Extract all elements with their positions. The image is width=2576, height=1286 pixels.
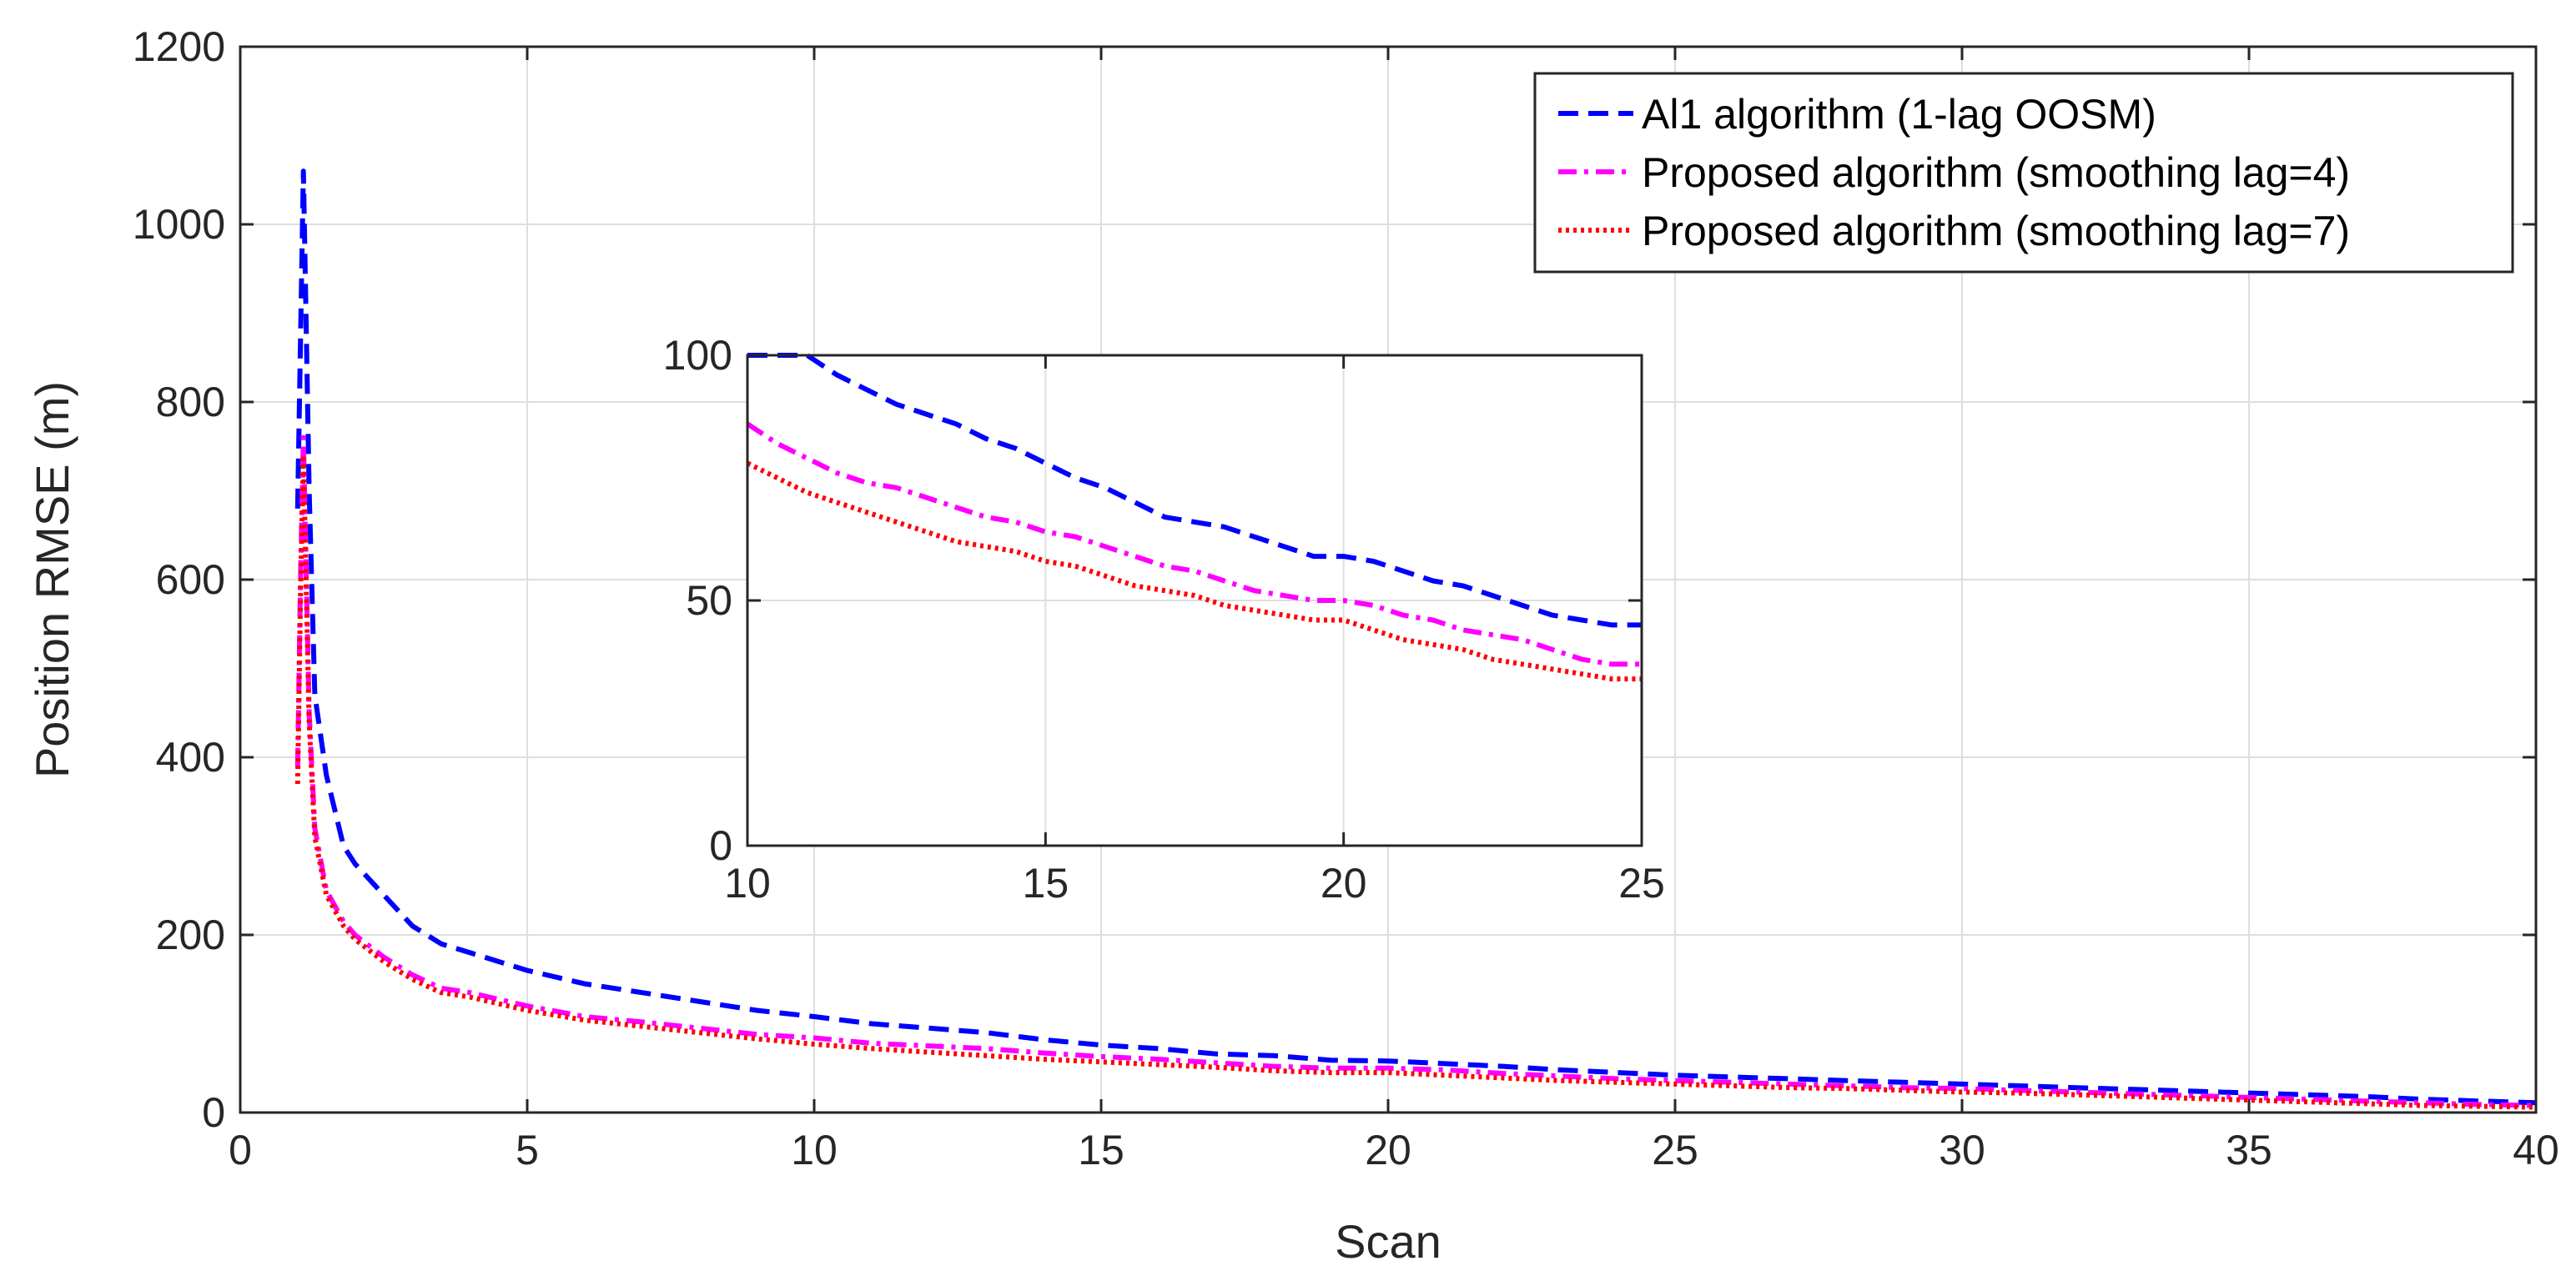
main-x-tick-label: 15 [1078, 1127, 1124, 1173]
main-series-line-lag7 [294, 452, 2537, 1110]
inset-plot: 10 15 20 25 0 50 100 [663, 332, 1665, 907]
main-series-line-lag4 [294, 435, 2537, 1108]
main-x-tick-label: 35 [2226, 1127, 2272, 1173]
main-y-tick-label: 0 [202, 1089, 225, 1136]
inset-ticks: 10 15 20 25 0 50 100 [663, 332, 1665, 907]
main-x-tick-label: 30 [1939, 1127, 1985, 1173]
main-x-tick-label: 5 [516, 1127, 539, 1173]
y-axis-label: Position RMSE (m) [26, 381, 78, 778]
main-y-tick-label: 1200 [133, 23, 225, 70]
legend-label-lag7: Proposed algorithm (smoothing lag=7) [1642, 208, 2350, 254]
legend: Al1 algorithm (1-lag OOSM) Proposed algo… [1533, 72, 2514, 274]
inset-x-tick-label: 10 [724, 860, 771, 907]
inset-series-line-lag4 [746, 421, 1642, 667]
inset-y-tick-label: 50 [686, 577, 732, 624]
x-axis-label: Scan [1335, 1215, 1441, 1268]
inset-x-tick-label: 20 [1321, 860, 1367, 907]
main-x-tick-label: 25 [1652, 1127, 1698, 1173]
main-x-tick-label: 40 [2513, 1127, 2559, 1173]
legend-box [1533, 72, 2514, 274]
main-series-group [294, 168, 2537, 1110]
main-y-tick-label: 400 [156, 734, 225, 781]
legend-label-lag4: Proposed algorithm (smoothing lag=4) [1642, 149, 2350, 196]
main-y-tick-label: 200 [156, 912, 225, 958]
inset-series-line-al1 [747, 353, 1642, 628]
inset-x-tick-label: 25 [1618, 860, 1665, 907]
main-series-line-al1 [294, 168, 2537, 1106]
inset-series-line-lag7 [746, 460, 1642, 682]
inset-series-group [746, 353, 1642, 682]
main-y-tick-label: 600 [156, 556, 225, 603]
inset-x-tick-label: 15 [1023, 860, 1069, 907]
legend-label-al1: Al1 algorithm (1-lag OOSM) [1642, 91, 2156, 138]
main-x-tick-label: 10 [791, 1127, 838, 1173]
main-y-tick-label: 1000 [133, 201, 225, 248]
main-x-tick-label: 0 [229, 1127, 252, 1173]
main-x-tick-label: 20 [1365, 1127, 1411, 1173]
inset-y-tick-label: 0 [709, 822, 732, 869]
main-y-tick-label: 800 [156, 379, 225, 425]
inset-y-tick-label: 100 [663, 332, 732, 379]
